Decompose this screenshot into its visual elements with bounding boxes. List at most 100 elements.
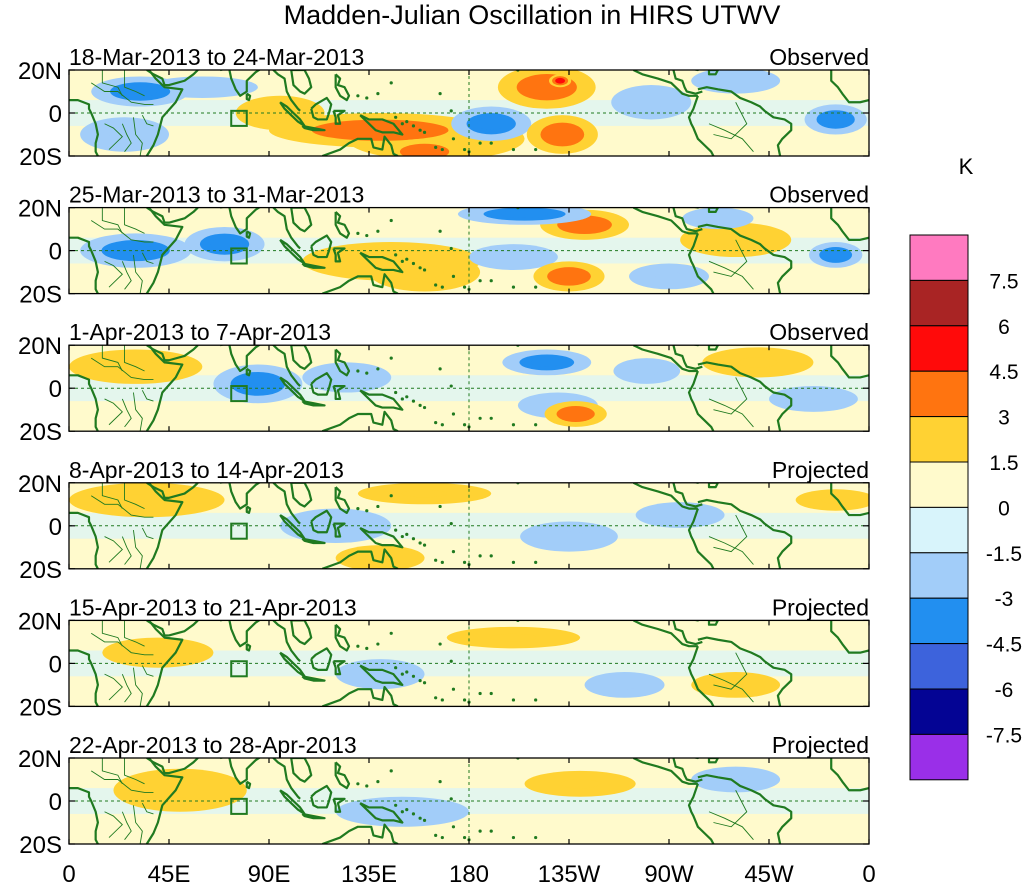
- island: [436, 434, 439, 437]
- island: [376, 504, 380, 509]
- country-border: [124, 482, 145, 510]
- island: [394, 253, 398, 257]
- coastline: [271, 482, 301, 525]
- coastline: [245, 643, 252, 652]
- x-axis: 0 45E 90E 135E 180 135W 90W 45W 0: [62, 861, 875, 887]
- coastline: [145, 482, 184, 569]
- island: [440, 560, 444, 564]
- anomaly-peak: [821, 496, 850, 504]
- island: [534, 147, 538, 152]
- island: [434, 145, 438, 149]
- country-border: [141, 802, 154, 815]
- anomaly-peak: [549, 127, 575, 142]
- anomaly-peak: [210, 238, 239, 251]
- island: [489, 141, 493, 145]
- panel-status: Observed: [769, 44, 869, 70]
- x-tick-label: 135W: [538, 861, 601, 887]
- country-border: [121, 673, 132, 703]
- coastline: [697, 498, 793, 569]
- coastline: [290, 345, 313, 370]
- island: [356, 94, 360, 98]
- island: [511, 423, 516, 427]
- island: [365, 96, 369, 100]
- coastline: [692, 70, 700, 72]
- anomaly-field: [113, 766, 781, 827]
- island: [422, 681, 427, 685]
- coastline: [271, 207, 301, 250]
- box-region: [230, 660, 248, 678]
- coastline: [830, 345, 869, 379]
- island: [405, 670, 409, 674]
- island: [394, 528, 398, 532]
- island: [394, 803, 398, 807]
- island: [449, 522, 453, 526]
- coastline: [697, 774, 793, 844]
- coastline: [687, 233, 715, 294]
- colorbar-label: 6: [998, 316, 1010, 339]
- island: [436, 709, 439, 712]
- coastline: [830, 70, 869, 104]
- island: [411, 124, 416, 128]
- y-tick-label: 20N: [18, 58, 62, 85]
- coastline: [69, 98, 99, 156]
- country-border: [141, 114, 154, 127]
- coastline: [707, 70, 719, 76]
- island: [376, 642, 380, 646]
- coastline: [321, 273, 399, 294]
- island: [394, 666, 398, 670]
- coastline: [220, 70, 262, 97]
- island: [376, 367, 380, 371]
- island: [489, 416, 493, 420]
- country-border: [121, 123, 132, 152]
- coastline: [692, 345, 700, 347]
- island: [489, 279, 493, 283]
- island: [451, 825, 456, 829]
- island: [534, 835, 538, 840]
- coastline: [145, 758, 184, 844]
- island: [411, 812, 416, 816]
- island: [436, 847, 439, 850]
- coastline: [145, 620, 184, 707]
- coastline: [359, 251, 404, 274]
- coastline: [321, 410, 399, 432]
- island: [389, 769, 393, 773]
- box-region: [230, 385, 248, 403]
- coastline: [697, 223, 793, 294]
- y-tick-label: 0: [49, 651, 62, 678]
- coastline: [271, 620, 301, 663]
- colorbar-swatch: [909, 234, 969, 281]
- island: [418, 541, 422, 545]
- y-tick-label: 20N: [18, 333, 62, 360]
- island: [511, 285, 516, 289]
- island: [405, 808, 409, 812]
- island: [451, 687, 456, 691]
- coastline: [687, 508, 715, 569]
- coastline: [707, 207, 719, 213]
- island: [418, 403, 422, 407]
- x-tick-label: 135E: [341, 861, 397, 887]
- island: [438, 367, 442, 371]
- country-border: [132, 805, 143, 844]
- anomaly-peak: [637, 96, 666, 109]
- colorbar-swatch: [909, 597, 969, 645]
- anomaly-field: [80, 70, 867, 156]
- colorbar-label: 7.5: [989, 270, 1018, 293]
- box-region: [230, 247, 248, 265]
- y-tick-label: 0: [49, 239, 62, 266]
- colorbar-label: -3: [995, 588, 1014, 611]
- panel-status: Projected: [772, 457, 869, 483]
- coastline: [697, 86, 793, 156]
- island: [489, 554, 493, 558]
- x-tick-label: 90E: [248, 861, 291, 887]
- coastline: [687, 645, 715, 707]
- coastline: [321, 135, 399, 156]
- country-border: [124, 620, 145, 647]
- country-border: [104, 123, 123, 150]
- island: [365, 371, 369, 375]
- coastline: [707, 482, 719, 489]
- coastline: [334, 211, 351, 239]
- country-border: [124, 207, 145, 234]
- island: [462, 560, 467, 564]
- country-border: [104, 260, 123, 288]
